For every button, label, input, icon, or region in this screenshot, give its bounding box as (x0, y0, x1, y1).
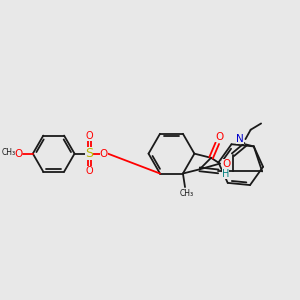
Text: CH₃: CH₃ (2, 148, 16, 157)
Text: H: H (222, 169, 229, 178)
Text: O: O (215, 132, 223, 142)
Text: O: O (222, 159, 230, 169)
Text: O: O (100, 148, 108, 159)
Text: S: S (85, 147, 93, 160)
Text: O: O (14, 148, 22, 159)
Text: CH₃: CH₃ (180, 189, 194, 198)
Text: O: O (85, 131, 93, 141)
Text: O: O (85, 167, 93, 176)
Text: N: N (236, 134, 244, 144)
